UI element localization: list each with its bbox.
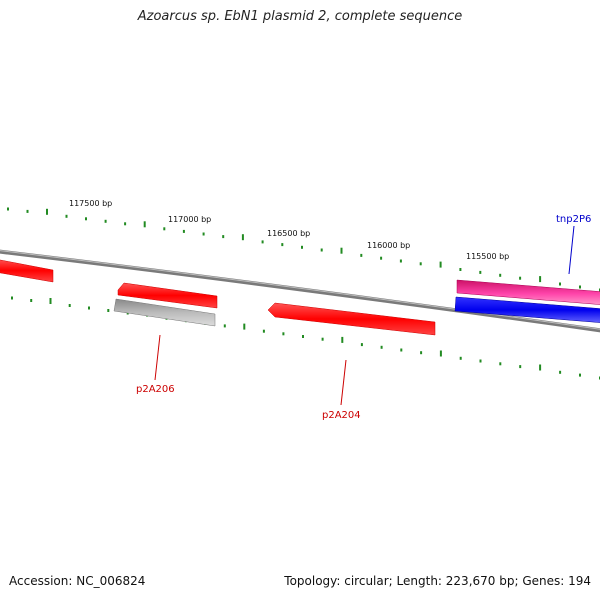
inner-minor-tick [88, 306, 90, 310]
outer-minor-tick [65, 214, 68, 218]
bp-label-117000: 117000 bp [168, 215, 211, 224]
gene-feature-pseudo[interactable] [113, 298, 216, 327]
outer-minor-tick [104, 219, 107, 223]
outer-minor-tick [281, 243, 284, 247]
outer-minor-tick [519, 276, 522, 280]
inner-minor-tick [519, 365, 522, 369]
gene-label-p2A206[interactable]: p2A206 [136, 384, 175, 395]
inner-minor-tick [107, 309, 110, 312]
outer-major-tick [539, 276, 542, 283]
accession-text: Accession: NC_006824 [9, 574, 146, 588]
outer-minor-tick [360, 253, 363, 257]
outer-minor-tick [202, 232, 205, 236]
outer-minor-tick [499, 273, 502, 277]
gene-feature-tnp2P6[interactable] [454, 296, 600, 323]
bp-label-116000: 116000 bp [367, 241, 410, 250]
inner-minor-tick [380, 345, 383, 349]
outer-minor-tick [559, 282, 561, 286]
leader-line-tnp2P6 [568, 225, 575, 275]
outer-major-tick [46, 208, 48, 215]
outer-minor-tick [301, 245, 303, 249]
inner-minor-tick [302, 335, 304, 338]
inner-minor-tick [30, 299, 33, 302]
inner-major-tick [539, 364, 542, 371]
bp-label-115500: 115500 bp [466, 252, 509, 261]
inner-minor-tick [321, 337, 324, 341]
outer-minor-tick [85, 217, 87, 221]
gene-feature-insertion[interactable] [456, 279, 600, 305]
outer-minor-tick [479, 270, 482, 274]
map-title: Azoarcus sp. EbN1 plasmid 2, complete se… [137, 9, 463, 24]
inner-major-tick [49, 298, 52, 304]
inner-minor-tick [400, 348, 403, 352]
inner-minor-tick [459, 356, 462, 360]
inner-minor-tick [68, 304, 71, 307]
outer-minor-tick [459, 268, 462, 271]
bp-label-117500: 117500 bp [69, 199, 112, 208]
leader-line-p2A204 [340, 359, 347, 406]
inner-minor-tick [499, 362, 502, 366]
gene-label-tnp2P6[interactable]: tnp2P6 [556, 214, 591, 225]
outer-minor-tick [579, 285, 581, 289]
gene-label-p2A204[interactable]: p2A204 [322, 410, 361, 421]
inner-minor-tick [479, 359, 482, 363]
inner-minor-tick [282, 332, 285, 336]
inner-minor-tick [360, 343, 363, 347]
leader-line-p2A206 [154, 334, 161, 381]
inner-minor-tick [223, 324, 226, 328]
outer-minor-tick [163, 227, 166, 231]
outer-minor-tick [320, 248, 323, 252]
outer-minor-tick [399, 259, 402, 263]
inner-ruler-ticks [11, 296, 600, 380]
outer-major-tick [241, 234, 244, 241]
inner-major-tick [341, 336, 344, 343]
inner-minor-tick [11, 296, 13, 300]
outer-major-tick [439, 261, 442, 268]
inner-minor-tick [559, 370, 562, 374]
inner-minor-tick [262, 329, 265, 333]
outer-minor-tick [380, 256, 383, 260]
gene-feature-p2A204[interactable] [267, 302, 436, 336]
outer-minor-tick [419, 262, 422, 266]
outer-minor-tick [124, 222, 127, 226]
plasmid-backbone-highlight [0, 250, 600, 330]
inner-minor-tick [420, 351, 423, 355]
outer-minor-tick [261, 240, 264, 244]
inner-minor-tick [579, 373, 581, 377]
inner-major-tick [243, 323, 246, 330]
gene-feature-left-edge[interactable] [0, 259, 54, 283]
bp-label-116500: 116500 bp [267, 229, 310, 238]
outer-major-tick [143, 221, 146, 228]
outer-ruler-ticks [7, 207, 600, 292]
outer-minor-tick [182, 229, 185, 233]
outer-minor-tick [222, 235, 225, 239]
gene-feature-p2A206[interactable] [117, 282, 218, 309]
inner-major-tick [439, 350, 442, 357]
outer-major-tick [340, 247, 343, 254]
outer-minor-tick [7, 207, 9, 211]
summary-text: Topology: circular; Length: 223,670 bp; … [284, 574, 591, 588]
outer-minor-tick [26, 209, 29, 213]
plasmid-backbone [0, 249, 600, 333]
